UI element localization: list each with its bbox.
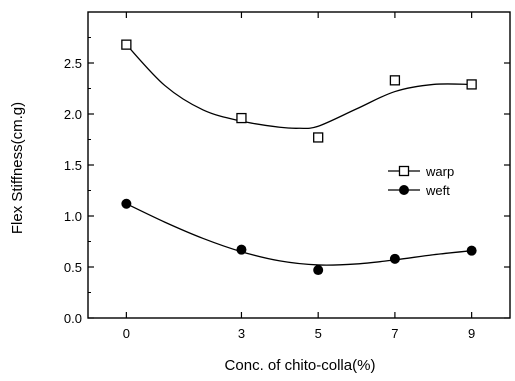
series-markers [121,39,477,276]
series-curves [125,44,472,266]
legend: warp weft [388,164,454,198]
legend-label-warp: warp [425,164,454,179]
x-tick-label: 0 [123,326,130,341]
y-axis-label: Flex Stiffness(cm.g) [9,102,26,234]
x-tick-label: 7 [391,326,398,341]
x-tick-label: 3 [238,326,245,341]
y-axis-ticks: 0.0 0.5 1.0 1.5 2.0 2.5 [64,37,510,326]
y-tick-label: 2.5 [64,56,82,71]
data-point-weft [466,245,477,256]
data-point-weft [313,265,324,276]
data-point-weft [389,253,400,264]
y-tick-label: 0.0 [64,311,82,326]
x-axis-label: Conc. of chito-colla(%) [225,357,376,374]
x-tick-label: 5 [315,326,322,341]
series-line-weft [126,203,472,266]
x-axis-ticks: 0 3 5 7 9 [123,12,475,341]
x-tick-label: 9 [468,326,475,341]
y-tick-label: 1.0 [64,209,82,224]
data-point-warp [236,112,247,124]
data-point-warp [389,75,401,86]
data-point-weft [236,244,247,255]
data-point-weft [121,198,132,209]
data-point-warp [121,39,132,50]
legend-marker-weft [399,185,409,195]
legend-label-weft: weft [425,183,450,198]
data-point-warp [313,132,324,143]
legend-marker-warp [398,165,410,177]
y-tick-label: 1.5 [64,158,82,173]
y-tick-label: 2.0 [64,107,82,122]
data-point-warp [466,79,477,90]
series-line-warp [125,44,472,130]
y-tick-label: 0.5 [64,260,82,275]
